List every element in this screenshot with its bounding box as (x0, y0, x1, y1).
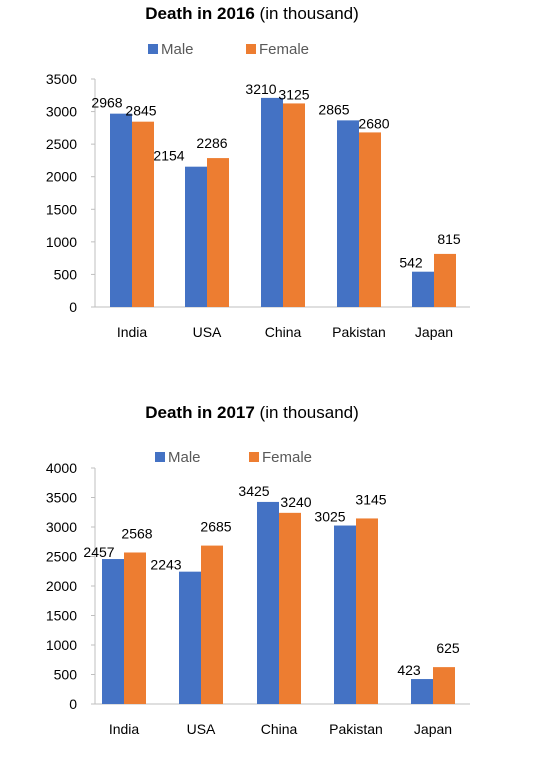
bar-female-china (279, 512, 301, 704)
y-tick-label: 500 (54, 667, 78, 683)
y-tick-label: 1500 (46, 608, 77, 624)
y-tick-label: 0 (69, 299, 77, 315)
y-tick-label: 2000 (46, 578, 77, 594)
data-label-female-usa: 2685 (200, 519, 231, 535)
bar-female-pakistan (359, 132, 381, 307)
chart-title-main: Death in 2016 (145, 4, 255, 23)
y-tick-label: 3000 (46, 519, 77, 535)
y-tick-label: 1000 (46, 637, 77, 653)
x-tick-label: Japan (414, 721, 452, 737)
y-tick-label: 2500 (46, 549, 77, 565)
bar-male-china (261, 97, 283, 308)
bar-female-china (283, 103, 305, 307)
bar-male-pakistan (337, 120, 359, 307)
data-label-female-japan: 815 (437, 231, 461, 247)
bar-female-india (132, 121, 154, 307)
legend-label-male: Male (168, 449, 201, 466)
x-tick-label: Pakistan (332, 324, 386, 340)
y-tick-label: 4000 (46, 460, 77, 476)
bar-male-india (102, 559, 124, 704)
y-tick-label: 500 (54, 266, 78, 282)
chart-subtitle: (in thousand) (255, 403, 359, 422)
x-tick-label: India (117, 324, 148, 340)
bar-male-india (110, 113, 132, 307)
bar-male-pakistan (334, 525, 356, 704)
data-label-female-china: 3240 (280, 494, 311, 510)
x-tick-label: Japan (415, 324, 453, 340)
data-label-male-china: 3425 (238, 483, 269, 499)
data-label-female-pakistan: 3145 (355, 491, 386, 507)
bar-male-japan (411, 679, 433, 704)
bar-female-usa (201, 545, 223, 704)
bar-male-usa (179, 571, 201, 704)
x-tick-label: India (109, 721, 140, 737)
y-tick-label: 2000 (46, 169, 77, 185)
x-tick-label: USA (187, 721, 216, 737)
legend-swatch-female (246, 44, 256, 54)
data-label-female-usa: 2286 (196, 135, 227, 151)
data-label-female-china: 3125 (278, 86, 309, 102)
bar-male-japan (412, 271, 434, 307)
legend-label-female: Female (259, 41, 309, 58)
y-tick-label: 1500 (46, 201, 77, 217)
data-label-male-japan: 423 (397, 662, 421, 678)
y-tick-label: 3500 (46, 490, 77, 506)
chart-title: Death in 2017 (in thousand) (145, 403, 359, 422)
x-tick-label: USA (193, 324, 222, 340)
data-label-male-japan: 542 (399, 255, 423, 271)
data-label-male-india: 2968 (91, 95, 122, 111)
y-tick-label: 0 (69, 696, 77, 712)
data-label-male-usa: 2154 (153, 148, 184, 164)
data-label-female-india: 2568 (121, 525, 152, 541)
data-label-male-india: 2457 (83, 544, 114, 560)
bar-female-japan (434, 253, 456, 307)
y-tick-label: 3500 (46, 71, 77, 87)
bar-female-pakistan (356, 518, 378, 704)
x-tick-label: China (265, 324, 302, 340)
data-label-male-pakistan: 3025 (314, 509, 345, 525)
legend-label-male: Male (161, 41, 194, 58)
bar-male-usa (185, 166, 207, 307)
y-tick-label: 2500 (46, 136, 77, 152)
y-tick-label: 3000 (46, 104, 77, 120)
chart-title: Death in 2016 (in thousand) (145, 4, 359, 23)
bar-female-usa (207, 158, 229, 307)
x-tick-label: China (261, 721, 298, 737)
x-tick-label: Pakistan (329, 721, 383, 737)
data-label-female-pakistan: 2680 (358, 115, 389, 131)
chart-title-main: Death in 2017 (145, 403, 255, 422)
legend-swatch-male (148, 44, 158, 54)
data-label-male-china: 3210 (245, 81, 276, 97)
y-tick-label: 1000 (46, 234, 77, 250)
bar-female-japan (433, 667, 455, 704)
legend-label-female: Female (262, 449, 312, 466)
chart-subtitle: (in thousand) (255, 4, 359, 23)
data-label-female-japan: 625 (436, 640, 460, 656)
data-label-female-india: 2845 (125, 103, 156, 119)
data-label-male-usa: 2243 (150, 557, 181, 573)
data-label-male-pakistan: 2865 (318, 101, 349, 117)
bar-male-china (257, 501, 279, 704)
legend-swatch-male (155, 452, 165, 462)
legend-swatch-female (249, 452, 259, 462)
bar-female-india (124, 552, 146, 704)
